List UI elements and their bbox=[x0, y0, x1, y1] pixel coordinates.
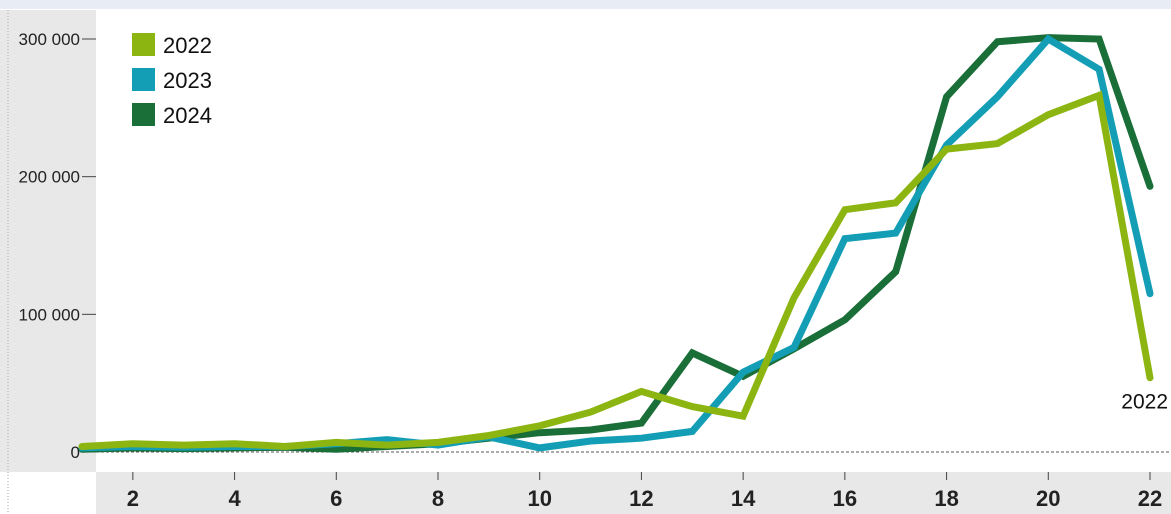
x-tick-label: 22 bbox=[1138, 486, 1162, 511]
x-tick-label: 20 bbox=[1036, 486, 1060, 511]
y-tick-label: 200 000 bbox=[19, 168, 80, 187]
legend-label-2024: 2024 bbox=[163, 103, 212, 128]
x-axis-panel bbox=[96, 472, 1171, 514]
x-tick-label: 8 bbox=[432, 486, 444, 511]
series-lines bbox=[78, 34, 1154, 453]
x-tick-label: 10 bbox=[527, 486, 551, 511]
x-axis-ticks: 2 4 6 8 10 12 14 16 18 20 22 bbox=[127, 472, 1162, 511]
legend-swatch-2022 bbox=[132, 33, 155, 56]
title-strip bbox=[0, 0, 1171, 9]
legend-label-2023: 2023 bbox=[163, 68, 212, 93]
y-tick-label: 100 000 bbox=[19, 305, 80, 324]
legend-swatch-2024 bbox=[132, 103, 155, 126]
x-tick-label: 16 bbox=[833, 486, 857, 511]
x-tick-label: 18 bbox=[934, 486, 958, 511]
x-tick-label: 2 bbox=[127, 486, 139, 511]
series-line-2022 bbox=[78, 90, 1154, 451]
x-tick-label: 4 bbox=[228, 486, 241, 511]
end-label-2022: 2022 bbox=[1121, 391, 1168, 414]
legend: 2022 2023 2024 bbox=[132, 33, 212, 128]
y-tick-label: 0 bbox=[71, 443, 80, 462]
legend-swatch-2023 bbox=[132, 68, 155, 91]
y-tick-label: 300 000 bbox=[19, 30, 80, 49]
x-tick-label: 6 bbox=[330, 486, 342, 511]
x-tick-label: 12 bbox=[629, 486, 653, 511]
legend-label-2022: 2022 bbox=[163, 33, 212, 58]
y-axis-panel bbox=[0, 10, 96, 472]
x-tick-label: 14 bbox=[731, 486, 756, 511]
